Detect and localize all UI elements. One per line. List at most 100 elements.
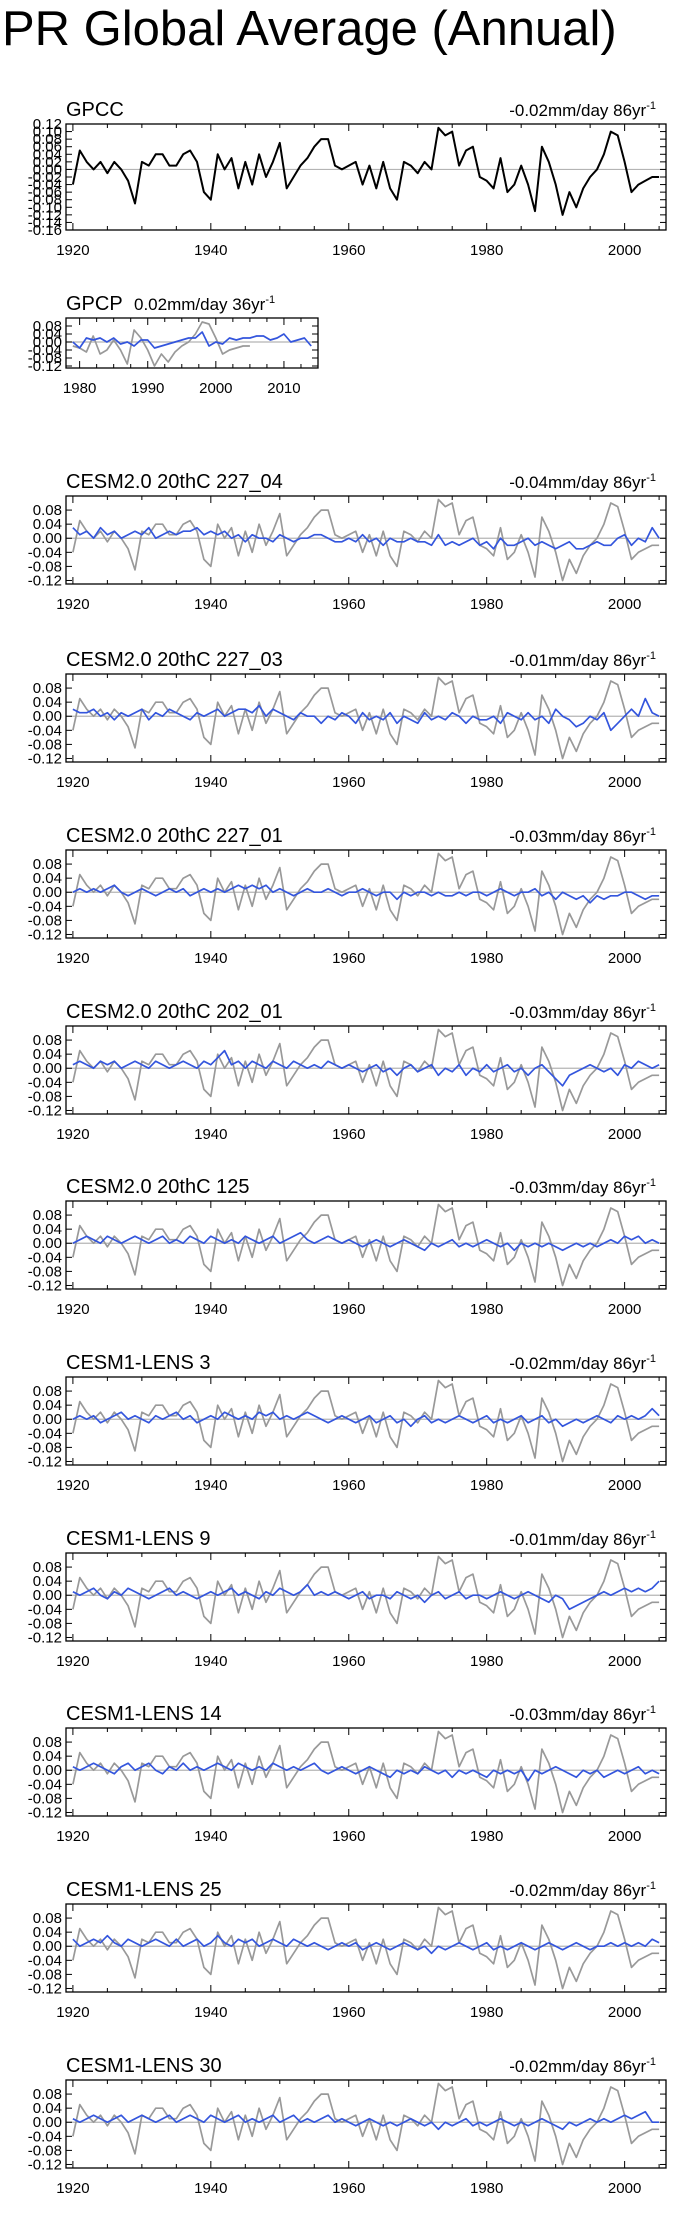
y-tick-label: -0.08 [28, 912, 62, 929]
y-tick-label: 0.04 [33, 1748, 62, 1765]
panel-title: CESM1-LENS 25 [66, 1879, 222, 1901]
chart-panel-4: CESM2.0 20thC 227_03 -0.01mm/day 86yr-1 0.… [28, 649, 667, 791]
plot-frame [65, 1025, 667, 1115]
x-tick-label: 1960 [332, 774, 365, 791]
y-tick-label: -0.14 [28, 214, 62, 231]
plot-frame [65, 1727, 667, 1817]
y-tick-label: 0.04 [33, 1573, 62, 1590]
x-tick-label: 2000 [608, 1828, 641, 1845]
y-tick-label: 0.08 [33, 1032, 62, 1049]
obs-overlay-line [72, 2082, 660, 2166]
x-tick-label: 2000 [608, 242, 641, 259]
y-tick-label: 0.08 [33, 1910, 62, 1927]
y-tick-label: -0.06 [28, 184, 62, 201]
obs-overlay-line [72, 676, 660, 760]
x-tick-label: 2000 [608, 1653, 641, 1670]
x-tick-label: 1920 [56, 596, 89, 613]
y-tick-label: 0.08 [33, 856, 62, 873]
y-tick-label: -0.08 [28, 1439, 62, 1456]
obs-series-line [71, 126, 660, 216]
x-tick-label: 1940 [194, 1301, 227, 1318]
chart-panel-3: CESM2.0 20thC 227_04 -0.04mm/day 86yr-1 0.… [28, 471, 667, 613]
model-series-line [72, 1407, 660, 1428]
x-tick-label: 1960 [332, 1828, 365, 1845]
y-tick-label: 0.08 [33, 1207, 62, 1224]
y-tick-label: 0.08 [33, 2086, 62, 2103]
trend-label: -0.03mm/day 86yr-1 [509, 1177, 656, 1197]
plot-frame [65, 849, 667, 939]
plot-frame [65, 1903, 667, 1993]
y-tick-label: 0.00 [33, 1762, 62, 1779]
y-tick-label: 0.04 [33, 2100, 62, 2117]
x-tick-label: 1920 [56, 1126, 89, 1143]
x-tick-label: 1960 [332, 1653, 365, 1670]
y-tick-label: -0.04 [28, 342, 62, 359]
x-tick-label: 1920 [56, 774, 89, 791]
panel-title: CESM2.0 20thC 125 [66, 1176, 249, 1198]
y-tick-label: -0.04 [28, 1776, 62, 1793]
x-tick-label: 2000 [199, 380, 232, 397]
x-tick-label: 1940 [194, 1653, 227, 1670]
plot-frame [65, 317, 319, 369]
x-tick-label: 1940 [194, 1126, 227, 1143]
model-series-line [72, 697, 660, 732]
y-tick-label: -0.02 [28, 169, 62, 186]
y-tick-label: -0.12 [28, 750, 62, 767]
x-tick-label: 1980 [470, 596, 503, 613]
x-tick-label: 1920 [56, 2004, 89, 2021]
x-tick-label: 1960 [332, 1301, 365, 1318]
y-tick-label: -0.08 [28, 2142, 62, 2159]
model-series-line [72, 884, 660, 904]
page-title: PR Global Average (Annual) [2, 2, 617, 56]
y-tick-label: 0.00 [33, 708, 62, 725]
y-tick-label: 0.00 [33, 1938, 62, 1955]
y-tick-label: -0.16 [28, 222, 62, 239]
trend-label: -0.02mm/day 86yr-1 [509, 1353, 656, 1373]
chart-panel-6: CESM2.0 20thC 202_01 -0.03mm/day 86yr-1 0.… [28, 1001, 667, 1143]
y-tick-label: -0.08 [28, 558, 62, 575]
y-tick-label: -0.04 [28, 177, 62, 194]
y-tick-label: -0.08 [28, 736, 62, 753]
x-tick-label: 1920 [56, 2180, 89, 2197]
y-tick-label: 0.04 [33, 1924, 62, 1941]
x-tick-label: 1920 [56, 1653, 89, 1670]
y-tick-label: -0.12 [28, 1629, 62, 1646]
x-tick-label: 1980 [470, 1477, 503, 1494]
trend-label: -0.03mm/day 86yr-1 [509, 1704, 656, 1724]
x-tick-label: 1940 [194, 2004, 227, 2021]
x-tick-label: 1980 [470, 1653, 503, 1670]
plot-frame [65, 673, 667, 763]
panel-title: CESM2.0 20thC 227_03 [66, 649, 283, 671]
y-tick-label: -0.10 [28, 199, 62, 216]
x-tick-label: 1990 [131, 380, 164, 397]
model-series-line [72, 1934, 660, 1955]
x-tick-label: 1960 [332, 1477, 365, 1494]
y-tick-label: 0.00 [33, 1411, 62, 1428]
x-tick-label: 1940 [194, 1828, 227, 1845]
y-tick-label: 0.04 [33, 326, 62, 343]
x-tick-label: 1940 [194, 2180, 227, 2197]
y-tick-label: -0.12 [28, 1980, 62, 1997]
y-tick-label: -0.08 [28, 350, 62, 367]
y-tick-label: 0.04 [33, 694, 62, 711]
x-tick-label: 1980 [470, 2004, 503, 2021]
y-tick-label: -0.12 [28, 572, 62, 589]
y-tick-label: -0.12 [28, 2156, 62, 2173]
x-tick-label: 2010 [267, 380, 300, 397]
x-tick-label: 1960 [332, 242, 365, 259]
trend-label: -0.02mm/day 86yr-1 [509, 100, 656, 120]
panel-title: GPCC [66, 99, 124, 121]
model-series-line [72, 1580, 660, 1611]
panel-title: CESM1-LENS 3 [66, 1352, 211, 1374]
chart-panel-2: GPCP 0.02mm/day 36yr-1 0.080.040.00-0.04-0… [28, 293, 319, 397]
x-tick-label: 1980 [470, 1301, 503, 1318]
panel-title: CESM1-LENS 14 [66, 1703, 222, 1725]
y-tick-label: 0.02 [33, 154, 62, 171]
y-tick-label: 0.08 [33, 131, 62, 148]
x-tick-label: 2000 [608, 1477, 641, 1494]
obs-overlay-line [72, 1555, 660, 1639]
x-tick-label: 1940 [194, 242, 227, 259]
y-tick-label: -0.08 [28, 1966, 62, 1983]
trend-label: -0.01mm/day 86yr-1 [509, 1529, 656, 1549]
